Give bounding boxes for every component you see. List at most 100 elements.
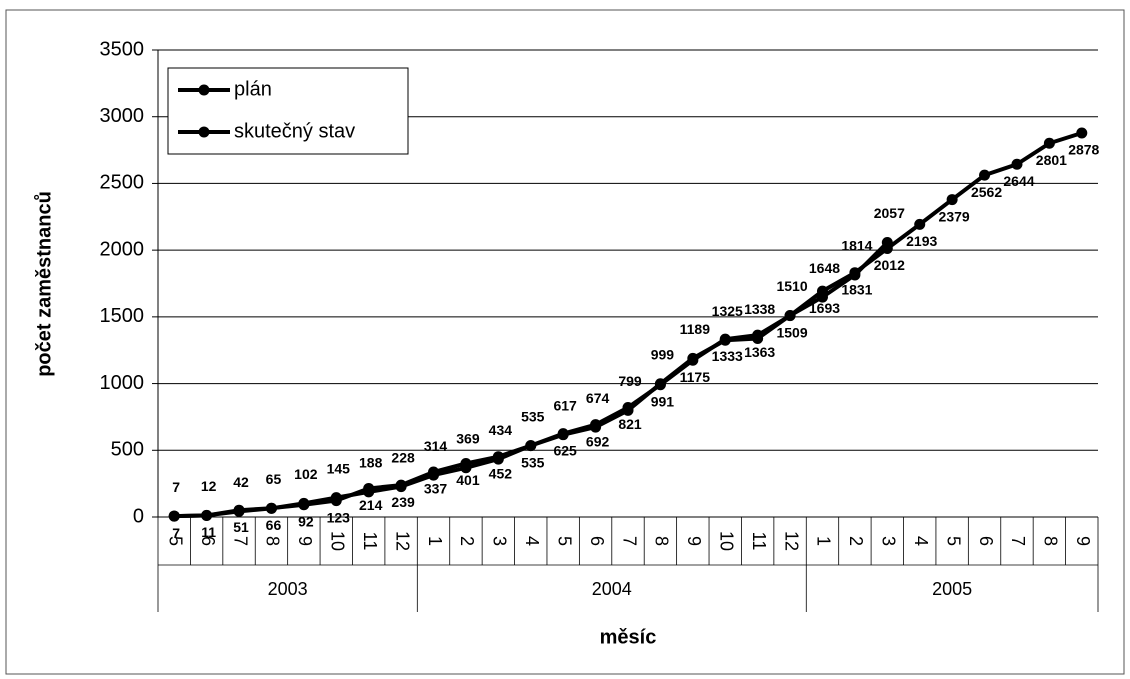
marker <box>979 169 991 181</box>
marker <box>201 509 213 521</box>
marker <box>622 404 634 416</box>
x-tick-label: 8 <box>1041 536 1061 546</box>
x-tick-label: 7 <box>1008 536 1028 546</box>
legend-marker <box>198 126 210 138</box>
data-label: 42 <box>233 474 249 490</box>
y-tick-label: 2000 <box>100 238 145 260</box>
data-label: 214 <box>359 497 383 513</box>
data-label: 452 <box>489 465 513 481</box>
x-tick-label: 8 <box>652 536 672 546</box>
frame <box>5 9 1125 675</box>
data-label: 7 <box>172 479 180 495</box>
data-label: 401 <box>456 472 480 488</box>
y-axis-title: počet zaměstnanců <box>33 191 55 377</box>
x-tick-label: 6 <box>587 536 607 546</box>
data-label: 799 <box>618 373 642 389</box>
marker <box>719 334 731 346</box>
data-label: 1325 <box>712 303 743 319</box>
marker <box>1076 127 1088 139</box>
data-label: 2801 <box>1036 152 1067 168</box>
marker <box>654 378 666 390</box>
data-label: 1189 <box>680 321 711 337</box>
y-tick-label: 500 <box>111 439 144 461</box>
data-label: 228 <box>391 449 415 465</box>
marker <box>395 481 407 493</box>
data-label: 625 <box>553 442 577 458</box>
data-label: 1648 <box>809 260 840 276</box>
marker <box>525 440 537 452</box>
x-tick-label: 11 <box>749 532 769 551</box>
data-label: 65 <box>266 471 282 487</box>
data-label: 674 <box>586 390 610 406</box>
x-tick-label: 9 <box>1073 536 1093 546</box>
data-label: 535 <box>521 408 545 424</box>
data-label: 239 <box>391 494 415 510</box>
data-label: 2193 <box>906 233 937 249</box>
marker <box>298 497 310 509</box>
marker <box>687 352 699 364</box>
marker <box>233 505 245 517</box>
legend-label: plán <box>234 78 272 100</box>
x-tick-label: 7 <box>619 536 639 546</box>
data-label: 188 <box>359 455 383 471</box>
data-label: 314 <box>424 438 448 454</box>
x-tick-label: 4 <box>522 536 542 546</box>
data-label: 145 <box>327 460 351 476</box>
y-tick-label: 0 <box>133 505 144 527</box>
data-label: 12 <box>201 478 217 494</box>
data-label: 999 <box>651 346 675 362</box>
marker <box>557 429 569 441</box>
data-label: 2644 <box>1003 173 1034 189</box>
series-line <box>174 131 1083 519</box>
data-label: 2379 <box>939 208 970 224</box>
x-tick-label: 7 <box>230 536 250 546</box>
data-label: 1363 <box>744 344 775 360</box>
marker <box>946 194 958 206</box>
marker <box>914 218 926 230</box>
data-label: 535 <box>521 454 545 470</box>
marker <box>816 291 828 303</box>
data-label: 434 <box>489 422 513 438</box>
data-label: 1333 <box>712 348 743 364</box>
x-axis-title: měsíc <box>600 626 657 648</box>
data-label: 2562 <box>971 184 1002 200</box>
marker <box>849 269 861 281</box>
marker <box>460 462 472 474</box>
data-label: 2057 <box>874 205 905 221</box>
x-tick-label: 5 <box>165 536 185 546</box>
marker <box>168 510 180 522</box>
marker <box>590 421 602 433</box>
data-label: 369 <box>456 430 480 446</box>
marker <box>265 502 277 514</box>
x-tick-label: 5 <box>943 536 963 546</box>
x-tick-label: 2 <box>846 536 866 546</box>
x-tick-label: 9 <box>295 536 315 546</box>
y-tick-label: 2500 <box>100 172 145 194</box>
marker <box>784 310 796 322</box>
marker <box>330 492 342 504</box>
marker <box>1011 158 1023 170</box>
data-label: 1814 <box>841 238 872 254</box>
x-tick-label: 6 <box>976 536 996 546</box>
marker <box>1043 137 1055 149</box>
data-label: 1509 <box>776 324 807 340</box>
year-label: 2003 <box>268 579 308 599</box>
x-tick-label: 12 <box>392 531 412 551</box>
data-label: 1831 <box>841 281 872 297</box>
data-label: 123 <box>327 509 351 525</box>
legend-marker <box>198 84 210 96</box>
x-tick-label: 11 <box>360 532 380 551</box>
data-label: 11 <box>201 524 216 540</box>
data-label: 821 <box>618 416 642 432</box>
data-label: 2878 <box>1068 142 1099 158</box>
data-label: 1693 <box>809 300 840 316</box>
year-label: 2005 <box>932 579 972 599</box>
marker <box>492 453 504 465</box>
data-label: 2012 <box>874 257 905 273</box>
y-tick-label: 1500 <box>100 305 145 327</box>
data-label: 337 <box>424 481 448 497</box>
marker <box>881 237 893 249</box>
data-label: 692 <box>586 433 610 449</box>
data-label: 7 <box>172 525 180 541</box>
